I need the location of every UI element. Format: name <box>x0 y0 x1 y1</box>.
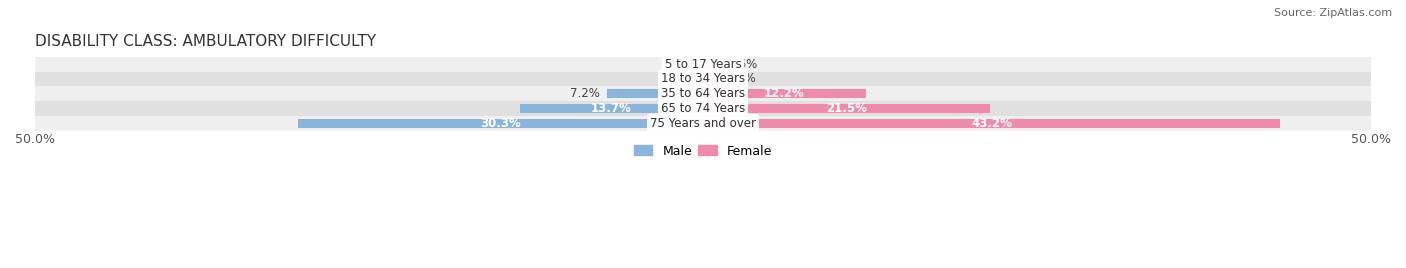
Text: 21.5%: 21.5% <box>827 102 868 115</box>
Legend: Male, Female: Male, Female <box>628 140 778 162</box>
Bar <box>703 75 720 84</box>
Bar <box>520 104 703 113</box>
Bar <box>35 57 1371 72</box>
Text: 5 to 17 Years: 5 to 17 Years <box>665 58 741 71</box>
Text: 12.2%: 12.2% <box>763 87 804 100</box>
Text: DISABILITY CLASS: AMBULATORY DIFFICULTY: DISABILITY CLASS: AMBULATORY DIFFICULTY <box>35 34 377 49</box>
Text: 0.0%: 0.0% <box>666 72 696 85</box>
Bar <box>703 104 990 113</box>
Text: 13.7%: 13.7% <box>591 102 631 115</box>
Text: 30.3%: 30.3% <box>481 117 522 130</box>
Text: 7.2%: 7.2% <box>571 87 600 100</box>
Bar <box>35 116 1371 131</box>
Text: 65 to 74 Years: 65 to 74 Years <box>661 102 745 115</box>
Bar <box>703 60 713 69</box>
Text: 0.0%: 0.0% <box>666 58 696 71</box>
Bar <box>35 101 1371 116</box>
Text: 0.76%: 0.76% <box>720 58 756 71</box>
Bar <box>703 118 1279 128</box>
Text: 75 Years and over: 75 Years and over <box>650 117 756 130</box>
Text: 1.3%: 1.3% <box>727 72 756 85</box>
Bar <box>35 86 1371 101</box>
Text: 18 to 34 Years: 18 to 34 Years <box>661 72 745 85</box>
Bar <box>607 89 703 98</box>
Bar <box>35 72 1371 86</box>
Text: 35 to 64 Years: 35 to 64 Years <box>661 87 745 100</box>
Text: Source: ZipAtlas.com: Source: ZipAtlas.com <box>1274 8 1392 18</box>
Text: 43.2%: 43.2% <box>972 117 1012 130</box>
Bar <box>298 118 703 128</box>
Bar <box>703 89 866 98</box>
